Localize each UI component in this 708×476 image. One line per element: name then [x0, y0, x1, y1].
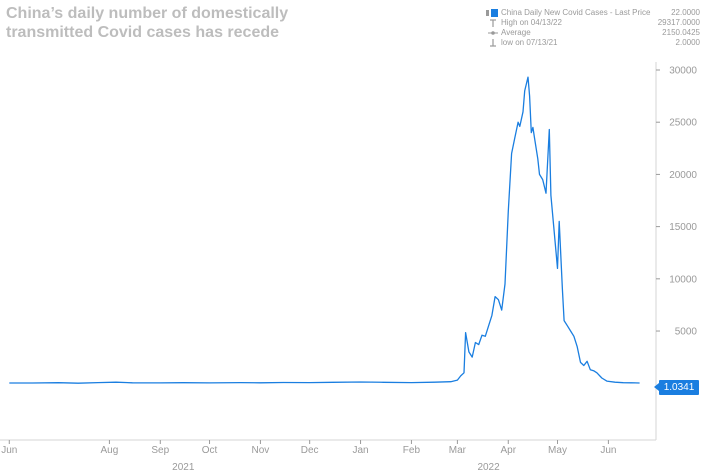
high-marker-icon [490, 19, 496, 27]
legend: China Daily New Covid Cases - Last Price… [484, 8, 700, 48]
x-tick-label: Nov [252, 445, 270, 456]
x-tick-label: Aug [101, 445, 119, 456]
legend-high-label: High on 04/13/22 [501, 18, 562, 27]
y-tick-label: 25000 [669, 118, 697, 129]
legend-average-label: Average [501, 28, 531, 37]
legend-low: low on 07/13/21 2.0000 [484, 38, 700, 48]
legend-series[interactable]: China Daily New Covid Cases - Last Price… [484, 8, 700, 18]
series-group [9, 76, 640, 384]
last-price-badge: 1.0341 [654, 380, 699, 395]
y-tick-label: 10000 [669, 274, 697, 285]
x-year-label: 2021 [172, 462, 195, 473]
x-tick-label: Jun [1, 445, 17, 456]
legend-low-value: 2.0000 [675, 38, 700, 47]
x-year-label: 2022 [477, 462, 500, 473]
x-axis-ticks: Jun Aug Sep Oct Nov Dec Jan Feb Mar Apr May Jun 2021… [1, 440, 616, 473]
y-tick-label: 5000 [675, 327, 698, 338]
x-tick-label: Sep [151, 445, 169, 456]
x-tick-label: Feb [403, 445, 421, 456]
x-tick-label: Mar [449, 445, 467, 456]
legend-high-value: 29317.0000 [657, 18, 700, 27]
legend-low-label: low on 07/13/21 [501, 38, 558, 47]
x-tick-label: May [548, 445, 567, 456]
series-color-icon [486, 9, 498, 17]
series-line [9, 76, 640, 384]
low-marker-icon [490, 39, 496, 47]
legend-series-value: 22.0000 [671, 8, 700, 17]
y-tick-label: 15000 [669, 222, 697, 233]
y-axis-ticks: 5000 10000 15000 20000 25000 30000 [656, 66, 697, 338]
y-tick-label: 30000 [669, 66, 697, 77]
x-tick-label: Oct [202, 445, 218, 456]
chart-title: China’s daily number of domestically tra… [6, 5, 289, 41]
x-tick-label: Dec [301, 445, 319, 456]
x-tick-label: Jun [600, 445, 616, 456]
x-tick-label: Apr [500, 445, 516, 456]
legend-high: High on 04/13/22 29317.0000 [484, 18, 700, 28]
legend-average-value: 2150.0425 [662, 28, 700, 37]
legend-series-label: China Daily New Covid Cases - Last Price [501, 8, 651, 17]
average-marker-icon [488, 31, 498, 35]
y-tick-label: 20000 [669, 170, 697, 181]
x-tick-label: Jan [352, 445, 368, 456]
legend-average: Average 2150.0425 [484, 28, 700, 38]
